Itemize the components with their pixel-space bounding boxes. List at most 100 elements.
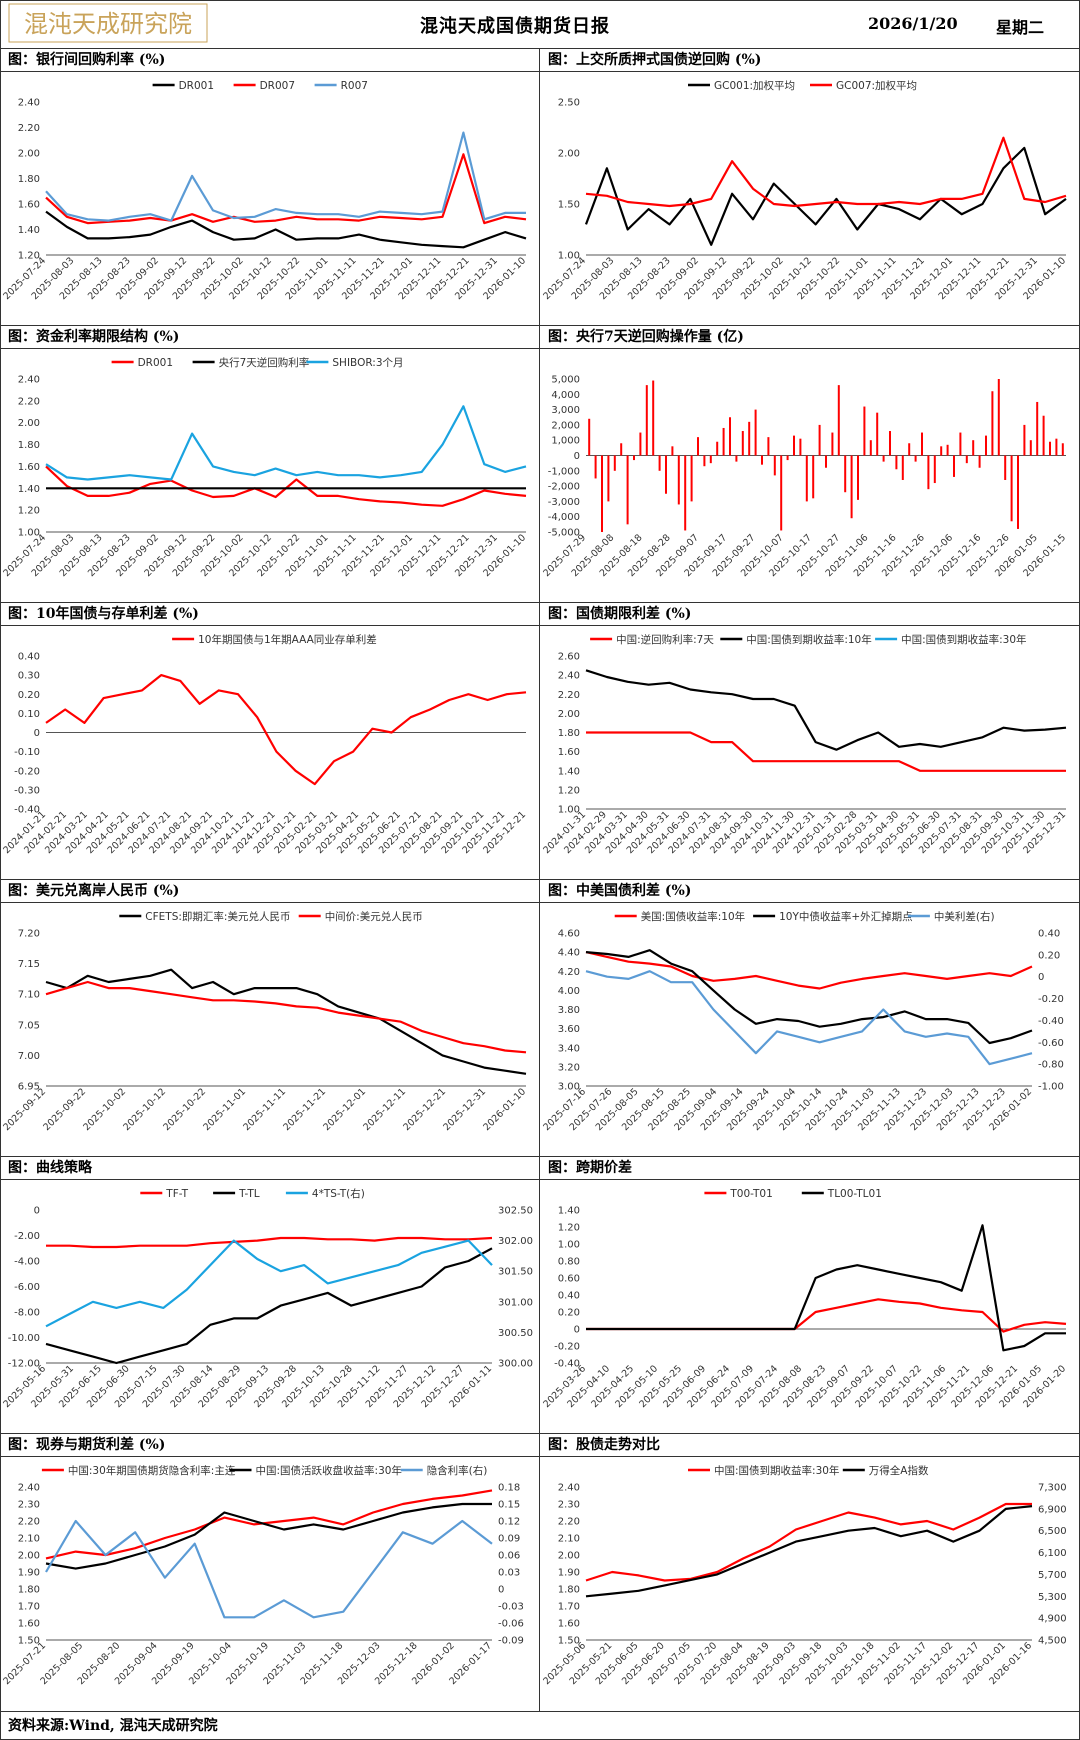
legend-entry: 4*TS-T(右)	[285, 1187, 365, 1200]
y-tick-label: 3.80	[558, 1005, 580, 1016]
series-line	[45, 980, 527, 1054]
legend-entry: T-TL	[213, 1188, 260, 1200]
legend-entry: 隐含利率(右)	[400, 1464, 487, 1477]
report-title: 混沌天成国债期货日报	[420, 16, 610, 37]
y2-tick-label: 0.06	[498, 1551, 520, 1562]
chart-svg: T00-T01 TL00-TL01 -0.40 -0.20 0 0.20 0.40 0.60 0…	[541, 1188, 1068, 1410]
y-tick-label: 2.00	[558, 1551, 580, 1562]
bar	[613, 455, 616, 471]
y-tick-label: 2.00	[18, 149, 40, 160]
y-tick-label: 1.80	[18, 174, 40, 185]
bar	[837, 385, 840, 456]
y-tick-label: 0	[34, 1206, 40, 1217]
svg-text:混沌天成研究院: 混沌天成研究院	[24, 10, 192, 38]
bar	[1029, 440, 1032, 456]
y-tick-label: 1.20	[558, 1223, 580, 1234]
y2-tick-label: 0	[498, 1585, 504, 1596]
bar	[665, 455, 667, 494]
bar	[991, 391, 994, 456]
bar	[658, 455, 661, 471]
series-line	[45, 673, 527, 786]
legend-entry: 中国:逆回购利率:7天	[590, 633, 714, 646]
bar	[652, 380, 655, 456]
y-tick-label: 1.60	[558, 747, 580, 758]
series-line	[46, 1236, 493, 1249]
y2-tick-label: 302.00	[498, 1236, 533, 1247]
y-tick-label: -0.40	[554, 1359, 580, 1370]
chart-svg: DR001 DR007 R007 1.20 1.40 1.60 1.80 2.00 2.20 2.…	[1, 80, 528, 302]
y-tick-label: 0	[574, 1325, 580, 1336]
svg-text:GC007:加权平均: GC007:加权平均	[836, 79, 917, 92]
chart-title: 图：曲线策略	[0, 1156, 540, 1180]
chart-panel: 图：资金利率期限结构 (%) DR001 央行7天逆回购利率 SHIBOR:3个月 1.…	[0, 325, 540, 602]
y-tick-label: 2.40	[18, 98, 40, 109]
report-header: 混沌天成研究院 混沌天成国债期货日报 2026/1/20 星期二	[0, 0, 1080, 49]
bar	[818, 424, 821, 456]
y-tick-label: 0.30	[18, 671, 40, 682]
series-line	[585, 951, 1033, 990]
svg-text:DR001: DR001	[179, 80, 214, 92]
y-tick-label: -4,000	[548, 512, 580, 523]
bar	[1061, 443, 1064, 456]
chart-svg: 中国:30年期国债期货隐含利率:主连 中国:国债活跃收盘收益率:30年 隐含利率(右…	[1, 1464, 524, 1687]
y2-tick-label: -1.00	[1038, 1082, 1064, 1093]
bar	[1023, 424, 1026, 456]
y-tick-label: 1.80	[558, 1585, 580, 1596]
y-tick-label: 1.40	[18, 484, 40, 495]
y-tick-label: -0.30	[14, 785, 40, 796]
bar	[626, 455, 629, 525]
bar	[773, 455, 776, 476]
y-tick-label: 0.20	[18, 690, 40, 701]
y-tick-label: 2,000	[551, 420, 580, 431]
y-tick-label: 0.40	[558, 1291, 580, 1302]
series-line	[45, 153, 527, 225]
row-divider	[0, 325, 1080, 326]
y-tick-label: 1.60	[558, 1619, 580, 1630]
y-tick-label: 1.80	[558, 728, 580, 739]
bar	[997, 379, 1000, 456]
y2-tick-label: 0.20	[1038, 950, 1060, 961]
y-tick-label: -0.10	[14, 747, 40, 758]
y2-tick-label: 5,300	[1038, 1592, 1067, 1603]
y-tick-label: 2.30	[18, 1500, 40, 1511]
bar	[927, 455, 930, 490]
chart-title: 图：美元兑离岸人民币 (%)	[0, 879, 540, 903]
svg-text:GC001:加权平均: GC001:加权平均	[714, 79, 795, 92]
y-tick-label: 7.10	[18, 990, 40, 1001]
chart-svg: 美国:国债收益率:10年 10Y中债收益率+外汇掉期点 中美利差(右) 3.00 3.2…	[541, 910, 1064, 1133]
svg-text:R007: R007	[341, 80, 368, 92]
svg-text:美国:国债收益率:10年: 美国:国债收益率:10年	[641, 910, 745, 923]
legend-entry: DR001	[111, 357, 173, 369]
legend-entry: GC007:加权平均	[810, 79, 917, 92]
series-line	[45, 968, 527, 1075]
svg-text:中间价:美元兑人民币: 中间价:美元兑人民币	[325, 910, 423, 923]
svg-text:中国:国债到期收益率:30年: 中国:国债到期收益率:30年	[901, 633, 1026, 646]
legend-entry: GC001:加权平均	[688, 79, 795, 92]
y-tick-label: 7.15	[18, 959, 40, 970]
bar	[690, 455, 693, 502]
footer-divider	[0, 1711, 1080, 1712]
y-tick-label: 1.70	[18, 1602, 40, 1613]
series-line	[45, 405, 527, 481]
legend-entry: 中国:国债活跃收盘收益率:30年	[229, 1464, 402, 1477]
y-tick-label: 2.20	[18, 396, 40, 407]
legend-entry: 10Y中债收益率+外汇掉期点	[753, 910, 913, 923]
y-tick-label: 2.20	[558, 1517, 580, 1528]
legend-entry: 万得全A指数	[842, 1464, 929, 1477]
bar	[645, 385, 648, 456]
bar	[671, 446, 674, 456]
chart-title: 图：上交所质押式国债逆回购 (%)	[540, 48, 1080, 72]
bar	[914, 455, 917, 462]
y2-tick-label: 4,900	[1038, 1614, 1067, 1625]
bar	[1055, 438, 1058, 456]
bar	[684, 455, 687, 531]
y-tick-label: -6.00	[14, 1282, 40, 1293]
y-tick-label: 1.70	[558, 1602, 580, 1613]
legend-entry: 中国:国债到期收益率:30年	[875, 633, 1027, 646]
y-tick-label: 4.60	[558, 929, 580, 940]
y-tick-label: -8.00	[14, 1308, 40, 1319]
series-line	[585, 949, 1033, 1045]
bar	[876, 412, 879, 456]
y2-tick-label: 302.50	[498, 1206, 533, 1217]
bar	[716, 441, 719, 456]
